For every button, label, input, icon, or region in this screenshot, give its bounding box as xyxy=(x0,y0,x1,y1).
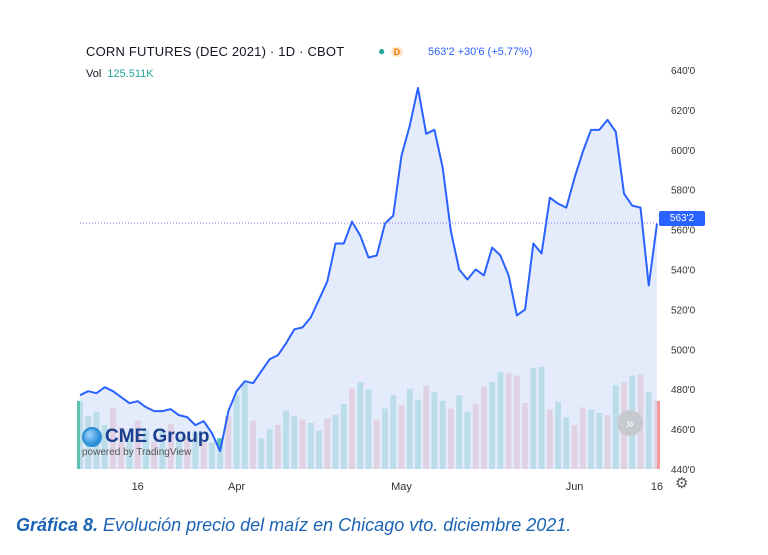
y-tick-label: 460'0 xyxy=(671,425,696,436)
interval-badge: D xyxy=(390,47,404,57)
x-tick-label: Apr xyxy=(228,481,245,493)
price-line xyxy=(79,86,658,453)
figure-caption: Gráfica 8. Evolución precio del maíz en … xyxy=(16,515,571,536)
price-area xyxy=(80,87,657,470)
y-tick-label: 560'0 xyxy=(671,226,696,237)
scroll-to-latest-button[interactable]: » xyxy=(617,410,643,436)
y-tick-label: 440'0 xyxy=(671,465,696,476)
x-tick-label: May xyxy=(391,481,412,493)
x-tick-label: 16 xyxy=(132,481,144,493)
x-tick-label: 16 xyxy=(651,481,663,493)
caption-text: Evolución precio del maíz en Chicago vto… xyxy=(98,515,572,535)
y-tick-label: 640'0 xyxy=(671,66,696,77)
x-axis: 16 Apr May Jun 16 xyxy=(132,481,664,493)
status-indicators: ● D xyxy=(378,44,404,58)
chart-title: CORN FUTURES (DEC 2021) · 1D · CBOT xyxy=(86,44,345,59)
y-axis: 440'0 460'0 480'0 500'0 520'0 540'0 560'0 580'0… xyxy=(671,66,696,476)
volume-label: Vol xyxy=(86,68,102,80)
x-tick-label: Jun xyxy=(566,481,584,493)
y-tick-label: 600'0 xyxy=(671,146,696,157)
y-tick-label: 540'0 xyxy=(671,265,696,276)
globe-icon xyxy=(82,427,102,447)
y-tick-label: 620'0 xyxy=(671,106,696,117)
logo-subtitle: powered by TradingView xyxy=(82,447,192,458)
logo-name: CME Group xyxy=(105,426,210,447)
y-tick-label: 500'0 xyxy=(671,345,696,356)
market-status-icon: ● xyxy=(378,44,386,58)
volume-value: 125.511K xyxy=(107,68,154,80)
cme-group-logo: CME Group powered by TradingView xyxy=(82,426,210,458)
volume-readout: Vol 125.511K xyxy=(86,68,154,80)
last-price-tag: 563'2 xyxy=(659,211,705,226)
y-tick-label: 480'0 xyxy=(671,385,696,396)
y-tick-label: 520'0 xyxy=(671,305,696,316)
caption-label: Gráfica 8. xyxy=(16,515,99,535)
y-tick-label: 580'0 xyxy=(671,186,696,197)
price-quote: 563'2 +30'6 (+5.77%) xyxy=(428,46,533,58)
gear-icon[interactable]: ⚙ xyxy=(675,475,689,492)
volume-bar xyxy=(77,400,83,469)
